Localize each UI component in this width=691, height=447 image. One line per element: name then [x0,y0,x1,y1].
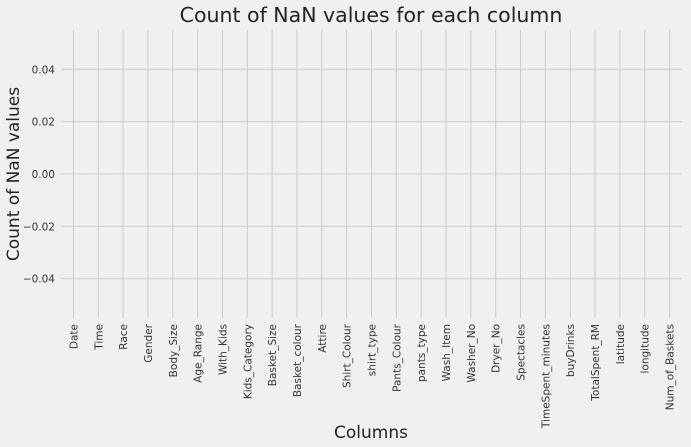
bar-layer [63,174,680,175]
bar-basket-colour [287,174,307,175]
bar-date [63,174,84,175]
bar-shirt-type [361,174,382,175]
bar-race [113,174,134,175]
x-tick-label: Body_Size [168,324,180,377]
bar-longitude [634,174,655,175]
bar-attire [311,174,332,175]
x-tick-labels: Date Time Race Gender Body_Size Age_Range With… [68,323,676,429]
y-axis-title: Count of NaN values [4,87,24,261]
x-tick-label: Pants_Colour [391,323,403,392]
bar-pants-type [411,174,432,175]
x-tick-label: Attire [317,324,329,353]
x-tick-label: Date [68,324,80,349]
x-tick-label: latitude [615,324,627,364]
bar-latitude [609,174,630,175]
y-tick-label: −0.04 [23,274,55,286]
y-tick-label: 0.00 [32,169,55,181]
y-tick-labels: 0.04 0.02 0.00 −0.02 −0.04 [23,64,55,285]
x-tick-label: shirt_type [367,324,379,376]
x-tick-label: Wash_Item [441,324,453,381]
x-tick-label: Age_Range [193,324,205,383]
bar-buydrinks [560,174,581,175]
bar-spectacles [510,174,531,175]
bar-age-range [187,174,208,175]
y-tick-label: 0.04 [32,64,56,76]
bar-shirt-colour [336,174,357,175]
x-tick-label: TimeSpent_minutes [540,324,552,429]
bar-kids-category [237,174,258,175]
bar-timespent-minutes [535,174,556,175]
x-tick-label: longitude [640,324,652,373]
x-tick-label: With_Kids [217,324,229,375]
x-tick-label: Spectacles [516,324,528,381]
bar-basket-size [262,174,283,175]
x-tick-label: TotalSpent_RM [590,324,602,402]
x-tick-label: Basket_colour [292,323,304,397]
bar-num-of-baskets [659,174,680,175]
x-tick-label: Shirt_Colour [342,323,354,388]
bar-body-size [162,174,183,175]
x-tick-label: buyDrinks [565,324,577,377]
bar-with-kids [212,174,233,175]
bar-dryer-no [485,174,506,175]
x-tick-label: Kids_Category [242,324,254,399]
x-axis-title: Columns [334,423,408,443]
bar-wash-item [436,174,456,175]
bar-time [88,174,109,175]
x-tick-label: Num_of_Baskets [665,324,677,410]
bar-gender [138,174,158,175]
bar-pants-colour [386,174,407,175]
x-tick-label: pants_type [416,324,428,382]
y-tick-label: 0.02 [32,117,55,129]
x-tick-label: Basket_Size [267,324,279,386]
y-tick-label: −0.02 [23,221,55,233]
chart-title: Count of NaN values for each column [180,3,563,27]
x-tick-label: Gender [143,323,155,362]
bar-totalspent-rm [585,174,605,175]
x-tick-label: Race [118,324,130,350]
x-tick-label: Time [93,324,105,351]
x-tick-label: Washer_No [466,324,478,383]
x-tick-label: Dryer_No [491,324,503,373]
bar-washer-no [460,174,481,175]
